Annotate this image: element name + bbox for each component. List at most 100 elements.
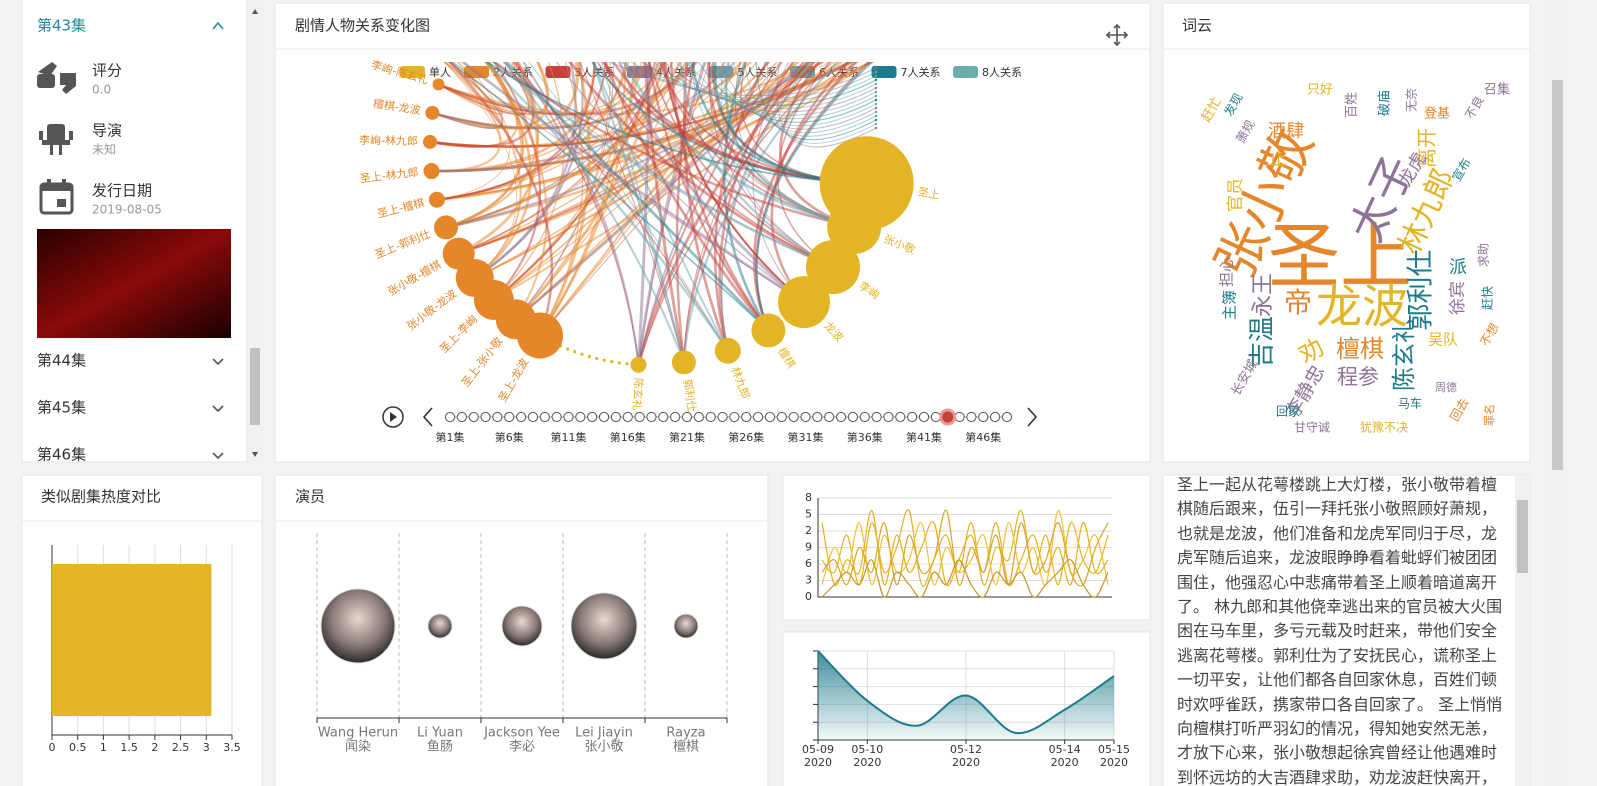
area-line[interactable] <box>817 650 1115 734</box>
timeline-dot[interactable] <box>516 411 527 423</box>
person-node[interactable] <box>751 313 786 348</box>
timeline-dot[interactable] <box>717 411 728 423</box>
timeline-dot[interactable] <box>871 411 882 423</box>
cloud-word[interactable]: 百姓 <box>1345 92 1360 118</box>
timeline-dot[interactable] <box>504 411 515 423</box>
timeline-dot[interactable] <box>729 411 740 423</box>
cloud-word[interactable]: 无奈 <box>1405 88 1419 112</box>
legend-label[interactable]: 7人关系 <box>901 65 941 79</box>
actor-avatar[interactable] <box>427 613 453 639</box>
cloud-word[interactable]: 犹豫不决 <box>1360 421 1408 435</box>
timeline-dot[interactable] <box>847 411 859 423</box>
episode-thumbnail[interactable] <box>37 229 231 338</box>
sidebar-scroll-thumb[interactable] <box>250 348 260 425</box>
series-line[interactable] <box>821 559 1109 598</box>
play-button[interactable] <box>382 406 404 428</box>
episode-title[interactable]: 第43集 <box>37 17 86 35</box>
cloud-word[interactable]: 主簿 <box>1221 290 1239 320</box>
timeline-dot[interactable] <box>670 411 681 423</box>
timeline-dot[interactable] <box>907 411 918 423</box>
sidebar-scrollbar[interactable] <box>248 0 262 462</box>
pair-node[interactable] <box>428 191 445 208</box>
timeline-dot[interactable] <box>681 411 693 423</box>
cloud-word[interactable]: 求助 <box>1477 243 1491 267</box>
cloud-word[interactable]: 官员 <box>1226 178 1246 212</box>
move-icon[interactable] <box>1105 23 1129 47</box>
expand-chevron[interactable] <box>212 452 224 460</box>
timeline-dot[interactable] <box>859 411 870 423</box>
cloud-word[interactable]: 檀棋 <box>1336 335 1384 363</box>
actor-avatar[interactable] <box>501 605 543 647</box>
timeline-dot[interactable] <box>1001 411 1013 423</box>
synopsis-scroll-thumb[interactable] <box>1517 500 1528 573</box>
timeline-dot[interactable] <box>646 411 657 423</box>
episode-title[interactable]: 第46集 <box>37 446 86 464</box>
timeline-dot[interactable] <box>990 411 1001 423</box>
cloud-word[interactable]: 登基 <box>1424 107 1450 122</box>
timeline-dot[interactable] <box>764 411 776 423</box>
pair-node[interactable] <box>432 78 445 91</box>
timeline-dot[interactable] <box>610 411 622 423</box>
pair-node[interactable] <box>423 134 438 149</box>
timeline-dot[interactable] <box>812 411 823 423</box>
cloud-word[interactable]: 永王 <box>1251 273 1276 317</box>
cloud-word[interactable]: 回家 <box>1276 404 1300 419</box>
cloud-word[interactable]: 派 <box>1449 257 1467 278</box>
timeline-current[interactable] <box>939 408 957 426</box>
timeline-dot[interactable] <box>598 411 610 423</box>
cloud-word[interactable]: 周德 <box>1435 380 1457 394</box>
bar[interactable] <box>52 564 212 716</box>
timeline-dot[interactable] <box>800 411 811 423</box>
pair-node[interactable] <box>517 312 563 359</box>
actor-avatar[interactable] <box>570 592 638 660</box>
cloud-word[interactable]: 召集 <box>1484 82 1510 98</box>
pair-node[interactable] <box>423 163 440 180</box>
timeline-dot[interactable] <box>468 411 479 423</box>
cloud-word[interactable]: 担心 <box>1218 257 1236 287</box>
timeline-dot[interactable] <box>622 411 633 423</box>
collapse-chevron[interactable] <box>212 21 224 30</box>
actor-avatar[interactable] <box>320 588 396 664</box>
legend-label[interactable]: 单人 <box>429 66 451 79</box>
timeline-dot[interactable] <box>587 411 598 423</box>
timeline-dot[interactable] <box>895 411 906 423</box>
prev-button[interactable] <box>422 407 433 427</box>
timeline-dot[interactable] <box>835 411 847 423</box>
cloud-word[interactable]: 离开 <box>1415 128 1439 168</box>
timeline-dot[interactable] <box>658 411 669 423</box>
timeline-dot[interactable] <box>788 411 799 423</box>
cloud-word[interactable]: 止 <box>1269 149 1287 170</box>
timeline-dot[interactable] <box>444 411 456 423</box>
timeline-dot[interactable] <box>930 411 941 423</box>
timeline-dot[interactable] <box>966 411 977 423</box>
cloud-word[interactable]: 酒肆 <box>1268 121 1304 142</box>
cloud-word[interactable]: 甘守诚 <box>1294 421 1330 435</box>
cloud-word[interactable]: 马车 <box>1398 396 1422 411</box>
timeline-dot[interactable] <box>918 411 930 423</box>
cloud-word[interactable]: 帝 <box>1284 286 1312 319</box>
cloud-word[interactable]: 破庙 <box>1378 90 1393 116</box>
cloud-word[interactable]: 徐宾 <box>1448 281 1468 315</box>
timeline-dot[interactable] <box>883 411 894 423</box>
play-icon[interactable] <box>390 412 397 422</box>
person-node[interactable] <box>630 356 647 373</box>
timeline-dot[interactable] <box>693 411 704 423</box>
timeline-dot[interactable] <box>776 411 787 423</box>
timeline-dot[interactable] <box>705 411 716 423</box>
timeline-dot[interactable] <box>634 411 645 423</box>
timeline-dot[interactable] <box>480 411 491 423</box>
next-button[interactable] <box>1027 407 1038 427</box>
timeline-dot[interactable] <box>539 411 550 423</box>
person-node[interactable] <box>714 337 741 364</box>
page-scroll-thumb[interactable] <box>1552 80 1563 470</box>
cloud-word[interactable]: 龙波 <box>1316 280 1408 334</box>
timeline-dot[interactable] <box>551 411 562 423</box>
actor-avatar[interactable] <box>673 613 699 639</box>
timeline-dot[interactable] <box>456 411 467 423</box>
cloud-word[interactable]: 赶快 <box>1481 286 1495 310</box>
timeline-dot[interactable] <box>954 411 965 423</box>
cloud-word[interactable]: 陈玄礼 <box>1390 319 1418 391</box>
cloud-word[interactable]: 只好 <box>1307 83 1333 98</box>
cloud-word[interactable]: 吴队 <box>1428 331 1458 349</box>
cloud-word[interactable]: 圣上 <box>1268 215 1412 299</box>
